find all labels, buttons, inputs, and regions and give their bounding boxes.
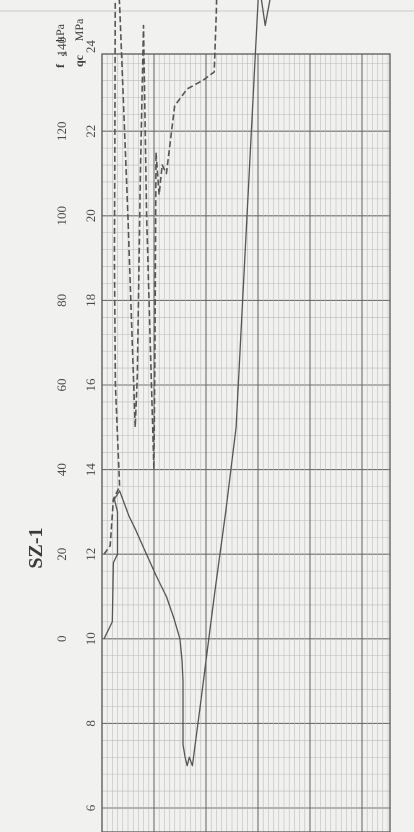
fs-tick-label: 20 [54,548,69,561]
qc-tick-label: 24 [83,40,98,54]
qc-tick-label: 16 [83,378,98,392]
qc-tick-label: 6 [83,804,98,811]
qc-tick-label: 12 [83,548,98,561]
qc-axis-ticks: 681012141618202224262830323436 [83,40,98,812]
fs-tick-label: 140 [54,37,69,57]
fs-tick-label: 80 [54,294,69,307]
plot-grid [101,53,391,832]
plot-frame [101,53,391,832]
qc-tick-label: 20 [83,209,98,222]
qc-tick-label: 8 [83,720,98,727]
qc-tick-label: 18 [83,294,98,307]
qc-axis-label: qc [72,54,86,67]
chart-title: SZ-1 [25,527,47,568]
fs-tick-label: 0 [54,636,69,643]
fs-axis-unit: kPa [53,23,67,42]
qc-axis-unit: MPa [72,18,86,41]
qc-tick-label: 14 [83,463,98,477]
fs-axis-label: f [53,63,67,68]
fs-axis-subscript: s [56,51,70,56]
fs-axis-ticks: 020406080100120140160180200220240260 [54,37,69,643]
fs-tick-label: 60 [54,379,69,392]
friction-series-line [103,0,218,555]
qc-tick-label: 22 [83,125,98,138]
data-series [103,0,271,767]
fs-tick-label: 40 [54,463,69,476]
fs-tick-label: 100 [54,206,69,226]
axis-unit-labels: f s kPa qc MPa [53,18,86,68]
cone-resistance-series-line [103,0,271,767]
qc-tick-label: 10 [83,632,98,645]
fs-tick-label: 120 [54,121,69,141]
